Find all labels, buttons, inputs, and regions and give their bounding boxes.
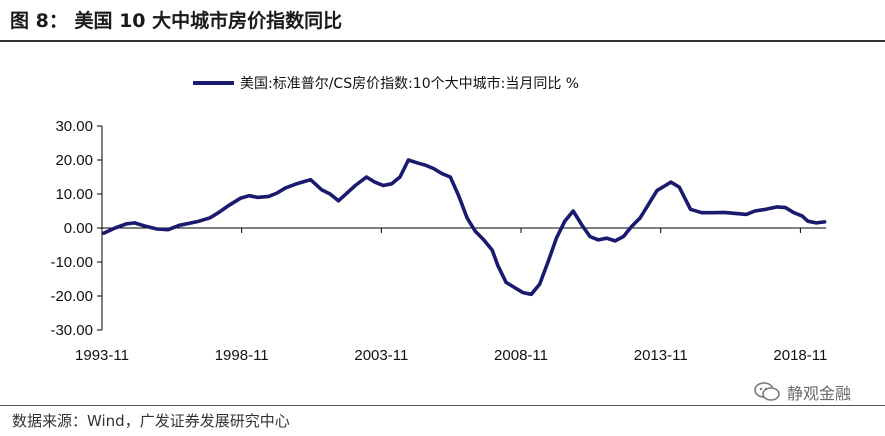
y-tick-label: -20.00 [50, 288, 93, 305]
watermark-text: 静观金融 [786, 384, 851, 403]
x-tick-label: 2008-11 [494, 347, 548, 364]
x-tick-label: 2018-11 [773, 347, 827, 364]
y-axis: 30.00 20.00 10.00 0.00 -10.00 -20.00 -30.00 [50, 118, 103, 339]
y-tick-label: -30.00 [50, 322, 93, 339]
x-tick-label: 2003-11 [354, 347, 408, 364]
wechat-icon [754, 382, 780, 401]
x-axis: 1993-11 1998-11 2003-11 2008-11 2013-11 2018-… [75, 227, 827, 364]
title-rule [0, 40, 885, 42]
watermark: 静观金融 [753, 380, 851, 404]
legend-label: 美国:标准普尔/CS房价指数:10个大中城市:当月同比 % [240, 75, 579, 92]
source-note: 数据来源：Wind，广发证券发展研究中心 [12, 412, 290, 430]
y-tick-label: 30.00 [55, 118, 93, 135]
y-tick-label: -10.00 [50, 254, 93, 271]
figure-title: 图 8： 美国 10 大中城市房价指数同比 [10, 10, 343, 32]
line-chart: 美国:标准普尔/CS房价指数:10个大中城市:当月同比 % 30.00 20.00… [50, 75, 827, 364]
legend: 美国:标准普尔/CS房价指数:10个大中城市:当月同比 % [193, 75, 579, 92]
x-tick-label: 2013-11 [634, 347, 688, 364]
y-tick-label: 20.00 [55, 152, 93, 169]
y-tick-label: 10.00 [55, 186, 93, 203]
y-tick-label: 0.00 [64, 220, 93, 237]
plot-area [102, 158, 827, 297]
footer-rule [0, 405, 885, 406]
x-tick-label: 1998-11 [215, 347, 269, 364]
series-line [102, 158, 827, 297]
x-tick-label: 1993-11 [75, 347, 129, 364]
